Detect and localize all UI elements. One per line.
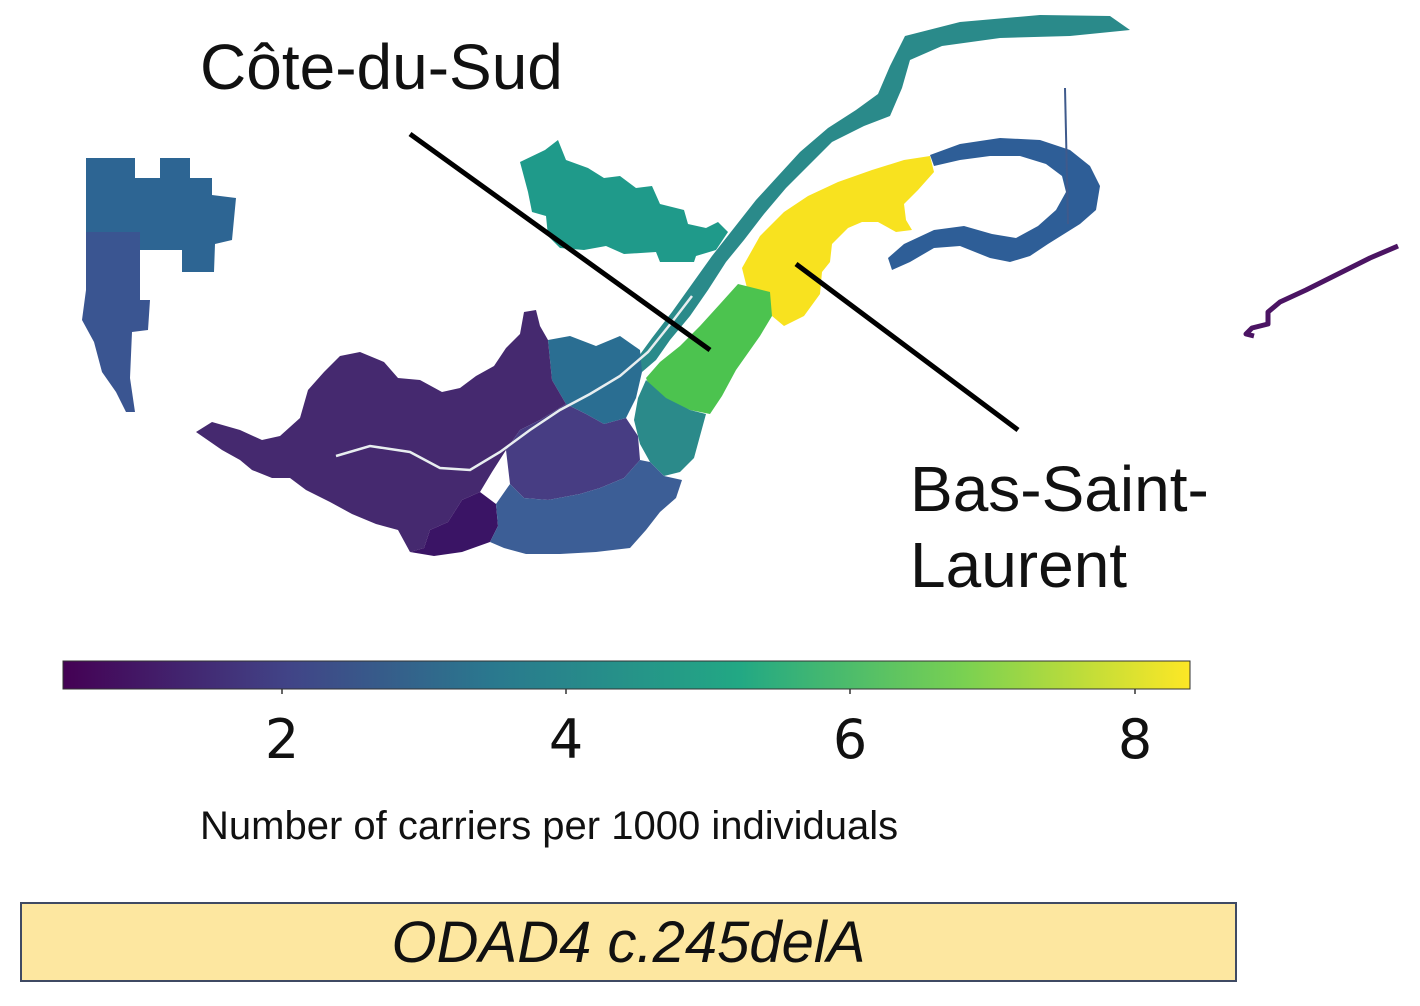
- region-west-south: [82, 232, 150, 412]
- river-channel: [335, 295, 693, 472]
- region-blue-south: [490, 460, 682, 554]
- region-east-teal: [634, 380, 706, 476]
- region-gaspe-line: [1064, 87, 1069, 225]
- region-gaspe: [888, 138, 1100, 270]
- variant-banner: ODAD4 c.245delA: [20, 902, 1237, 982]
- region-purple-mid: [506, 404, 640, 500]
- variant-name: ODAD4 c.245delA: [391, 909, 866, 975]
- region-west-north: [86, 158, 236, 272]
- region-label-cote-du-sud: Côte-du-Sud: [200, 31, 563, 103]
- pointer-line-bas-saint-laurent: [794, 261, 1020, 433]
- colorbar-tick-label: 6: [832, 708, 868, 771]
- region-blue-a: [548, 336, 642, 424]
- region-north-central: [520, 140, 728, 262]
- colorbar-tick-label: 4: [548, 708, 584, 771]
- region-purple-west: [196, 310, 566, 552]
- region-bas-saint-laurent: [742, 156, 934, 326]
- region-far-east-line: [1243, 243, 1399, 339]
- colorbar-tick-label: 8: [1117, 708, 1153, 771]
- pointer-line-cote-du-sud: [408, 131, 712, 353]
- colorbar-tick-label: 2: [264, 708, 300, 771]
- region-purple-dark: [410, 492, 498, 556]
- region-north-shore-strip: [636, 15, 1130, 372]
- region-label-bas-saint-laurent: Bas-Saint-Laurent: [910, 453, 1209, 601]
- colorbar-title: Number of carriers per 1000 individuals: [200, 804, 899, 848]
- colorbar: [62, 660, 1191, 690]
